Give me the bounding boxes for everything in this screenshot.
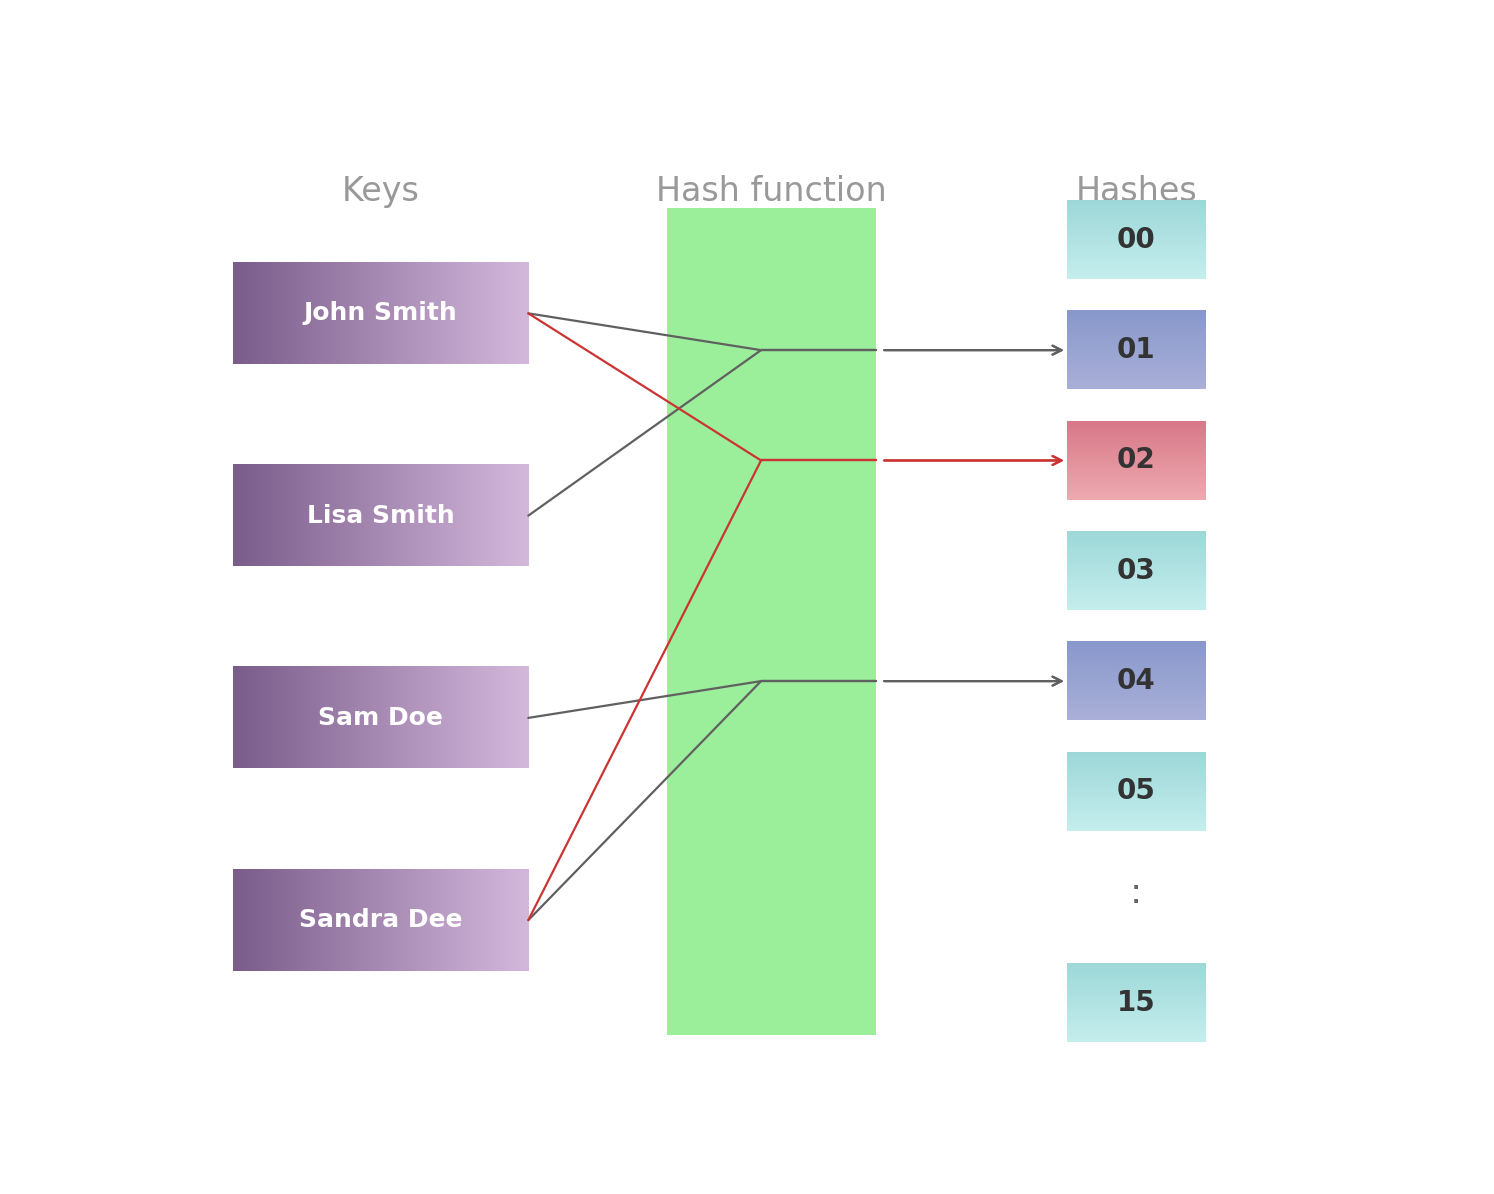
Text: Sandra Dee: Sandra Dee	[299, 909, 463, 933]
Text: 00: 00	[1118, 226, 1155, 254]
Text: 01: 01	[1118, 337, 1155, 364]
Text: Hash function: Hash function	[656, 176, 887, 209]
Text: 02: 02	[1118, 447, 1155, 474]
Text: Sam Doe: Sam Doe	[318, 706, 444, 730]
Text: 03: 03	[1118, 556, 1155, 585]
Text: Keys: Keys	[342, 176, 420, 209]
Text: John Smith: John Smith	[303, 301, 457, 326]
Text: Hashes: Hashes	[1076, 176, 1197, 209]
Text: 05: 05	[1116, 777, 1156, 806]
Text: Lisa Smith: Lisa Smith	[306, 504, 454, 528]
Text: :: :	[1129, 875, 1143, 910]
FancyBboxPatch shape	[668, 208, 875, 1035]
Text: 04: 04	[1118, 667, 1155, 695]
Text: 15: 15	[1118, 989, 1155, 1017]
